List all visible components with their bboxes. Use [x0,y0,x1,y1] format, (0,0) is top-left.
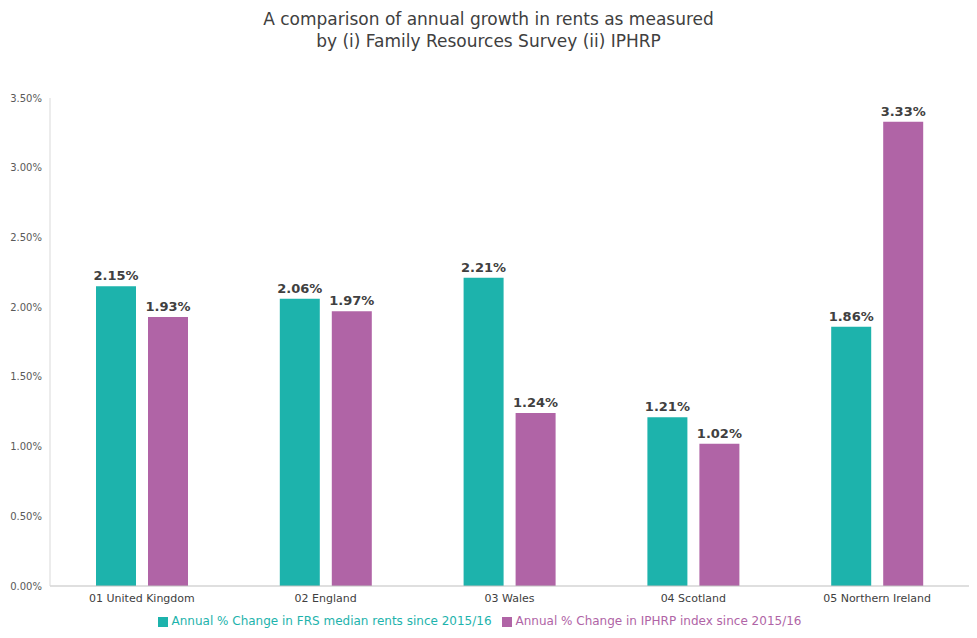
svg-text:1.93%: 1.93% [145,299,190,314]
svg-text:2.50%: 2.50% [10,232,42,243]
svg-text:05 Northern Ireland: 05 Northern Ireland [823,592,931,605]
svg-text:03 Wales: 03 Wales [485,592,535,605]
svg-text:2.21%: 2.21% [461,260,506,275]
svg-text:1.50%: 1.50% [10,371,42,382]
svg-text:01 United Kingdom: 01 United Kingdom [89,592,195,605]
html-text:Annual % Change in IPHRP index: Annual % Change in IPHRP index since 201… [515,614,802,628]
html-text:A comparison of annual growth: A comparison of annual growth in rents a… [263,9,714,29]
svg-text:2.15%: 2.15% [93,268,138,283]
svg-text:02 England: 02 England [295,592,357,605]
svg-text:1.97%: 1.97% [329,293,374,308]
html-text:by (i) Family Resources Survey: by (i) Family Resources Survey (ii) IPHR… [316,31,661,51]
svg-text:1.21%: 1.21% [645,399,690,414]
html-text:Annual % Change in FRS median: Annual % Change in FRS median rents sinc… [171,614,492,628]
svg-text:2.00%: 2.00% [10,302,42,313]
svg-text:1.86%: 1.86% [829,309,874,324]
svg-text:1.02%: 1.02% [697,426,742,441]
svg-text:3.00%: 3.00% [10,162,42,173]
svg-text:3.33%: 3.33% [881,104,926,119]
svg-text:2.06%: 2.06% [277,281,322,296]
svg-text:0.50%: 0.50% [10,511,42,522]
svg-text:1.00%: 1.00% [10,441,42,452]
svg-text:04 Scotland: 04 Scotland [661,592,726,605]
svg-text:1.24%: 1.24% [513,395,558,410]
svg-text:0.00%: 0.00% [10,581,42,592]
svg-text:3.50%: 3.50% [10,93,42,104]
